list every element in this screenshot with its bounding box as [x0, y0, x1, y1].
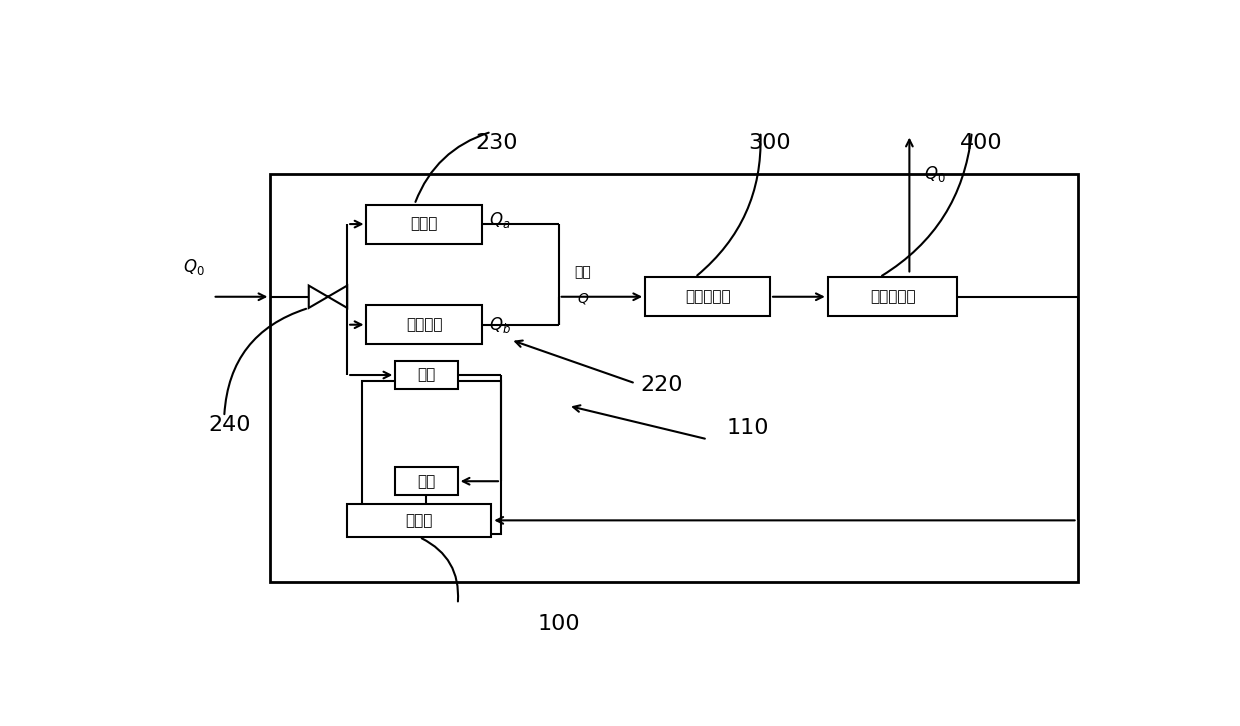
Text: 220: 220 [640, 375, 683, 394]
Text: 热端: 热端 [418, 367, 435, 383]
Bar [645, 277, 770, 317]
Text: 冷端: 冷端 [418, 474, 435, 489]
Text: 设备柜: 设备柜 [405, 513, 433, 528]
Text: $Q_b$: $Q_b$ [490, 314, 511, 335]
Bar [367, 305, 481, 344]
Text: 300: 300 [749, 133, 791, 153]
Bar [396, 361, 458, 389]
Bar [270, 174, 1078, 582]
Text: $Q_0$: $Q_0$ [924, 164, 945, 184]
Bar [347, 504, 491, 537]
Text: 内循环风机: 内循环风机 [684, 289, 730, 304]
Text: 外循环风道: 外循环风道 [869, 289, 915, 304]
Bar [362, 380, 501, 534]
Bar [367, 205, 481, 244]
Text: 400: 400 [960, 133, 1003, 153]
Bar [396, 468, 458, 495]
Text: 240: 240 [208, 415, 252, 436]
Text: 110: 110 [727, 418, 769, 438]
Text: $Q_a$: $Q_a$ [490, 210, 511, 230]
Text: $Q_0$: $Q_0$ [182, 257, 205, 277]
Text: 散热风道: 散热风道 [405, 317, 443, 333]
Text: 加热: 加热 [574, 265, 591, 279]
Text: 100: 100 [537, 613, 580, 634]
Text: Q: Q [577, 291, 588, 305]
Bar [828, 277, 957, 317]
Text: 230: 230 [475, 133, 517, 153]
Text: 外风道: 外风道 [410, 216, 438, 232]
